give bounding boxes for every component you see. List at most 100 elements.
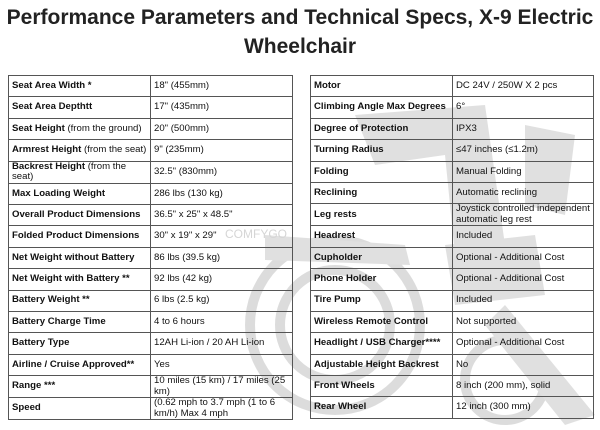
spec-row: Battery Charge Time 4 to 6 hours xyxy=(8,310,293,334)
spec-row: Leg rests Joystick controlled independent… xyxy=(310,203,594,227)
spec-label-text: Turning Radius xyxy=(314,144,384,156)
spec-value: 6 lbs (2.5 kg) xyxy=(150,289,293,312)
spec-label: Wireless Remote Control xyxy=(310,310,453,334)
spec-label: Battery Type xyxy=(8,332,151,355)
spec-value: 36.5" x 25" x 48.5" xyxy=(150,203,293,227)
spec-value: Joystick controlled independent automati… xyxy=(452,203,594,227)
spec-label-text: Battery Weight ** xyxy=(12,294,90,306)
spec-row: Folding Manual Folding xyxy=(310,160,594,183)
spec-label: Max Loading Weight xyxy=(8,182,151,205)
spec-label-text: Folded Product Dimensions xyxy=(12,230,140,242)
spec-label: Cupholder xyxy=(310,246,453,270)
spec-label: Seat Height (from the ground) xyxy=(8,117,151,141)
spec-row: Overall Product Dimensions 36.5" x 25" x … xyxy=(8,203,293,227)
spec-row: Battery Weight ** 6 lbs (2.5 kg) xyxy=(8,289,293,312)
spec-label-text: Rear Wheel xyxy=(314,401,367,413)
spec-row: Speed (0.62 mph to 3.7 mph (1 to 6 km/h) … xyxy=(8,397,293,421)
spec-label: Motor xyxy=(310,74,453,98)
spec-value: Optional - Additional Cost xyxy=(452,246,594,270)
spec-value: Included xyxy=(452,225,594,248)
spec-value: 10 miles (15 km) / 17 miles (25 km) xyxy=(150,375,293,399)
spec-value: (0.62 mph to 3.7 mph (1 to 6 km/h) Max 4… xyxy=(150,397,293,421)
spec-label-text: Folding xyxy=(314,165,349,177)
spec-row: Seat Height (from the ground) 20" (500mm) xyxy=(8,117,293,141)
spec-value: DC 24V / 250W X 2 pcs xyxy=(452,74,594,98)
spec-value: 8 inch (200 mm), solid xyxy=(452,375,594,398)
spec-label-text: Adjustable Height Backrest xyxy=(314,358,439,370)
spec-value: Optional - Additional Cost xyxy=(452,332,594,355)
spec-label-text: Speed xyxy=(12,402,41,414)
spec-row: Net Weight with Battery ** 92 lbs (42 kg) xyxy=(8,268,293,291)
spec-value: Optional - Additional Cost xyxy=(452,268,594,291)
spec-row: Adjustable Height Backrest No xyxy=(310,353,594,377)
spec-value: 32.5" (830mm) xyxy=(150,160,293,184)
spec-label: Backrest Height (from the seat) xyxy=(8,160,151,184)
spec-row: Motor DC 24V / 250W X 2 pcs xyxy=(310,74,594,98)
page-title: Performance Parameters and Technical Spe… xyxy=(0,3,600,61)
spec-label-text: Seat Height xyxy=(12,122,65,134)
spec-row: Airline / Cruise Approved** Yes xyxy=(8,353,293,377)
spec-label: Front Wheels xyxy=(310,375,453,398)
spec-value: 12 inch (300 mm) xyxy=(452,396,594,419)
spec-label: Folded Product Dimensions xyxy=(8,225,151,248)
spec-row: Backrest Height (from the seat) 32.5" (83… xyxy=(8,160,293,184)
spec-row: Front Wheels 8 inch (200 mm), solid xyxy=(310,375,594,398)
spec-value: IPX3 xyxy=(452,117,594,141)
spec-label-text: Battery Type xyxy=(12,337,70,349)
spec-label-text: Headlight / USB Charger**** xyxy=(314,337,441,349)
spec-row: Seat Area Depthtt 17" (435mm) xyxy=(8,96,293,119)
spec-value: 30" x 19" x 29" xyxy=(150,225,293,248)
spec-row: Folded Product Dimensions 30" x 19" x 29" xyxy=(8,225,293,248)
spec-label-text: Phone Holder xyxy=(314,273,377,285)
spec-value: 12AH Li-ion / 20 AH Li-ion xyxy=(150,332,293,355)
spec-row: Rear Wheel 12 inch (300 mm) xyxy=(310,396,594,419)
spec-value: No xyxy=(452,353,594,377)
spec-value: 4 to 6 hours xyxy=(150,310,293,334)
spec-label-text: Max Loading Weight xyxy=(12,187,106,199)
spec-label: Net Weight without Battery xyxy=(8,246,151,270)
left-spec-table: Seat Area Width * 18" (455mm) Seat Area De… xyxy=(8,74,293,421)
spec-row: Headrest Included xyxy=(310,225,594,248)
spec-label-text: Reclining xyxy=(314,186,358,198)
spec-label: Headlight / USB Charger**** xyxy=(310,332,453,355)
spec-label-note: (from the seat) xyxy=(12,161,127,183)
spec-value: Manual Folding xyxy=(452,160,594,183)
spec-label: Battery Charge Time xyxy=(8,310,151,334)
spec-label-text: Front Wheels xyxy=(314,380,375,392)
spec-label: Speed xyxy=(8,397,151,421)
spec-label: Headrest xyxy=(310,225,453,248)
spec-label-text: Leg rests xyxy=(314,208,357,220)
spec-label: Battery Weight ** xyxy=(8,289,151,312)
title-line-1: Performance Parameters and Technical Spe… xyxy=(6,6,594,29)
spec-label: Airline / Cruise Approved** xyxy=(8,353,151,377)
spec-value: 6° xyxy=(452,96,594,119)
spec-row: Wireless Remote Control Not supported xyxy=(310,310,594,334)
spec-label: Phone Holder xyxy=(310,268,453,291)
right-spec-table: Motor DC 24V / 250W X 2 pcs Climbing Angle… xyxy=(310,74,594,419)
spec-label-text: Airline / Cruise Approved** xyxy=(12,358,135,370)
spec-value: 92 lbs (42 kg) xyxy=(150,268,293,291)
spec-label: Leg rests xyxy=(310,203,453,227)
spec-label: Seat Area Depthtt xyxy=(8,96,151,119)
spec-row: Degree of Protection IPX3 xyxy=(310,117,594,141)
spec-label-text: Climbing Angle Max Degrees xyxy=(314,101,446,113)
spec-row: Cupholder Optional - Additional Cost xyxy=(310,246,594,270)
spec-label: Tire Pump xyxy=(310,289,453,312)
spec-value: Automatic reclining xyxy=(452,181,594,205)
spec-label-note: (from the ground) xyxy=(64,122,142,134)
spec-row: Tire Pump Included xyxy=(310,289,594,312)
spec-label-text: Overall Product Dimensions xyxy=(12,208,141,220)
spec-label: Turning Radius xyxy=(310,139,453,162)
spec-row: Turning Radius ≤47 inches (≤1.2m) xyxy=(310,139,594,162)
spec-value: Yes xyxy=(150,353,293,377)
spec-row: Armrest Height (from the seat) 9" (235mm) xyxy=(8,139,293,162)
spec-label-text: Wireless Remote Control xyxy=(314,315,428,327)
spec-label: Overall Product Dimensions xyxy=(8,203,151,227)
title-line-2: Wheelchair xyxy=(243,35,357,58)
spec-label-text: Armrest Height xyxy=(12,144,82,156)
spec-row: Max Loading Weight 286 lbs (130 kg) xyxy=(8,182,293,205)
spec-label: Degree of Protection xyxy=(310,117,453,141)
spec-label: Adjustable Height Backrest xyxy=(310,353,453,377)
spec-row: Headlight / USB Charger**** Optional - Ad… xyxy=(310,332,594,355)
spec-value: 18" (455mm) xyxy=(150,74,293,98)
